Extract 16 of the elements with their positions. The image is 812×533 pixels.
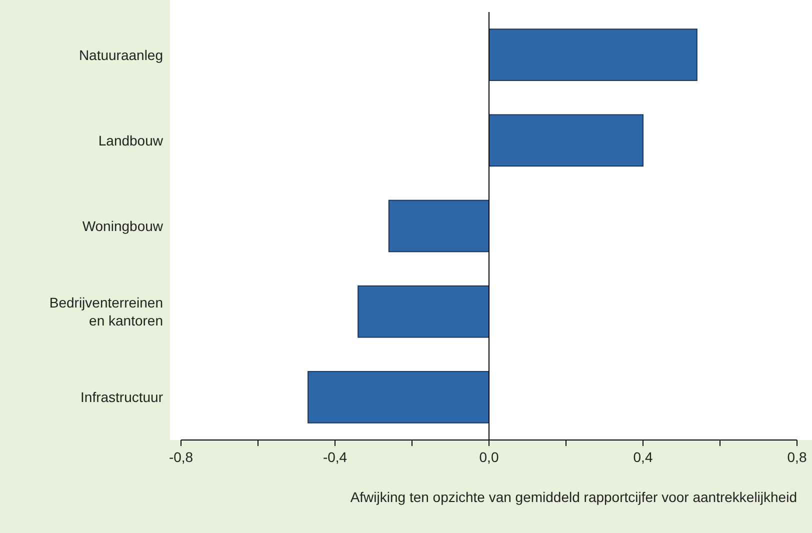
y-tick-label: Landbouw	[98, 132, 164, 148]
x-tick-label: 0,8	[787, 449, 807, 465]
bar	[308, 371, 490, 424]
bar	[388, 200, 490, 252]
x-tick-label: 0,4	[633, 449, 653, 465]
y-tick-label: Infrastructuur	[80, 389, 164, 406]
bar	[488, 114, 644, 167]
x-axis-title: Afwijking ten opzichte van gemiddeld rapportcijfer voor aantrekkelijkheid	[350, 489, 797, 505]
x-tick-label: 0,0	[479, 449, 499, 465]
bar	[488, 28, 698, 81]
y-tick-label: Woningbouw	[82, 218, 164, 234]
y-tick-label: Natuuraanleg	[78, 46, 163, 63]
bar	[358, 285, 490, 338]
y-tick-label: Bedrijventerreinen en kantoren	[49, 294, 163, 329]
x-tick-label: -0,4	[322, 449, 348, 465]
x-tick-label: -0,8	[168, 449, 194, 465]
